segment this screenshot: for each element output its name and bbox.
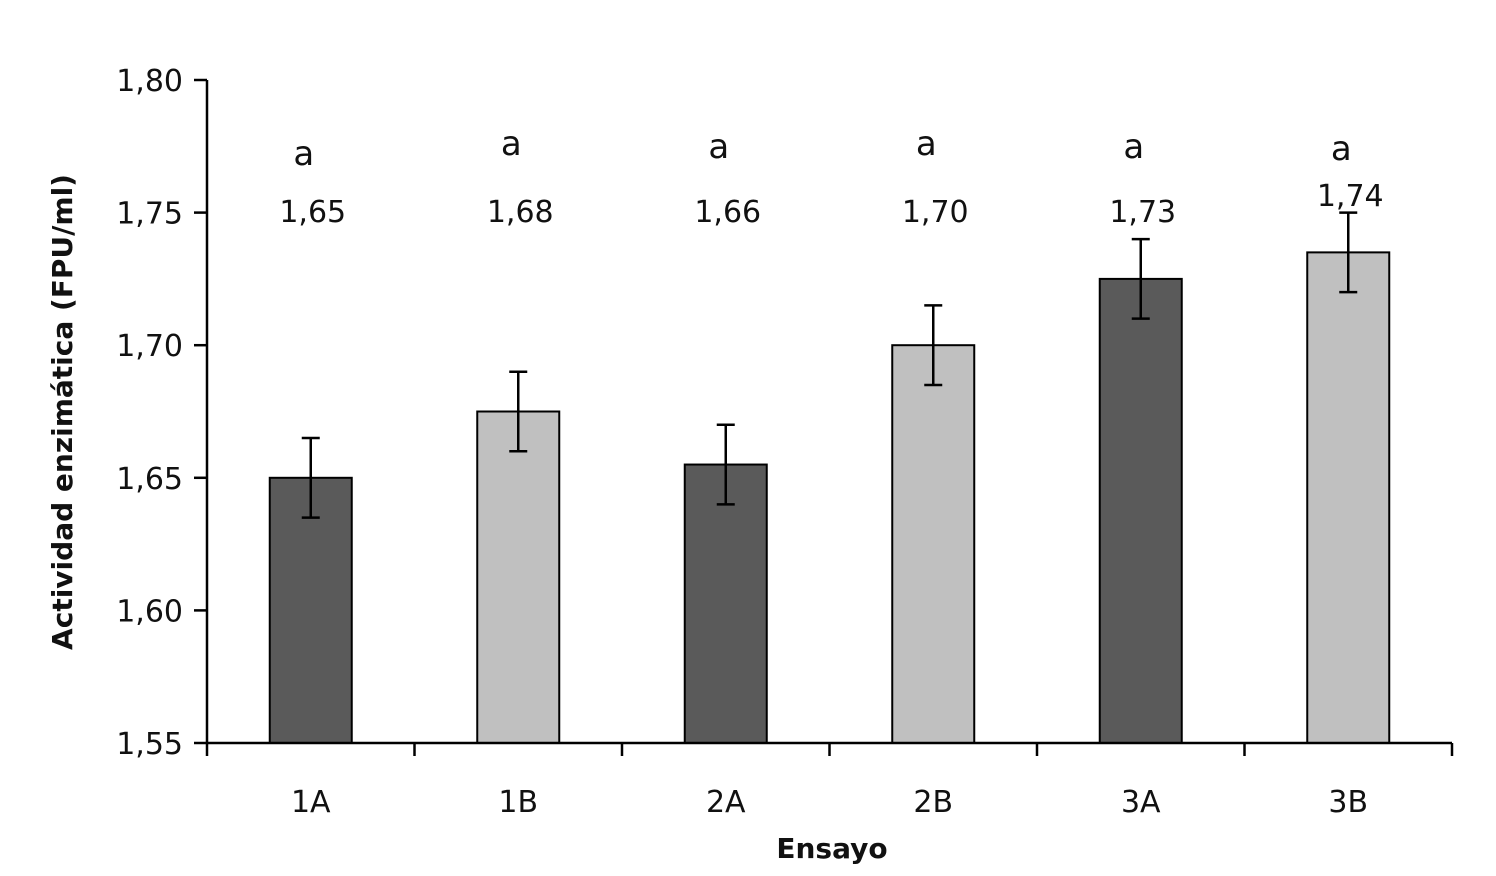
value-label-1A: 1,65 xyxy=(279,195,346,230)
y-tick-label-3: 1,70 xyxy=(116,329,183,364)
bar-2B xyxy=(891,344,976,744)
x-tick-label-1A: 1A xyxy=(291,785,331,820)
significance-label-2A: a xyxy=(708,127,729,167)
value-label-2A: 1,66 xyxy=(694,195,761,230)
significance-label-3A: a xyxy=(1123,127,1144,167)
bar-3A xyxy=(1098,277,1183,744)
x-tick-label-2B: 2B xyxy=(913,785,953,820)
y-tick-label-1: 1,60 xyxy=(116,594,183,629)
bar-2A xyxy=(683,463,768,744)
y-tick-label-5: 1,80 xyxy=(116,64,183,99)
x-tick-label-2A: 2A xyxy=(706,785,746,820)
y-tick-label-2: 1,65 xyxy=(116,462,183,497)
bar-3B xyxy=(1306,251,1391,744)
value-labels-group: 1,65 1,68 1,66 1,70 1,73 1,74 xyxy=(279,179,1383,230)
y-tick-label-4: 1,75 xyxy=(116,197,183,232)
bar-1A xyxy=(268,476,353,744)
value-label-2B: 1,70 xyxy=(902,195,969,230)
y-tick-label-0: 1,55 xyxy=(116,727,183,762)
significance-label-3B: a xyxy=(1331,129,1352,169)
y-axis: 1,55 1,60 1,65 1,70 1,75 1,80 xyxy=(116,64,209,762)
significance-label-2B: a xyxy=(916,124,937,164)
x-axis: 1A 1B 2A 2B 3A 3B xyxy=(205,741,1454,820)
value-label-3A: 1,73 xyxy=(1109,195,1176,230)
x-tick-label-3A: 3A xyxy=(1121,785,1161,820)
bars-group xyxy=(268,251,1391,744)
x-tick-label-1B: 1B xyxy=(498,785,538,820)
x-axis-title: Ensayo xyxy=(776,832,887,865)
significance-label-1B: a xyxy=(501,124,522,164)
bar-1B xyxy=(476,410,561,744)
value-label-3B: 1,74 xyxy=(1317,179,1384,214)
value-label-1B: 1,68 xyxy=(487,195,554,230)
x-tick-label-3B: 3B xyxy=(1328,785,1368,820)
error-bars-group xyxy=(301,211,1358,519)
y-axis-title: Actividad enzimática (FPU/ml) xyxy=(46,174,79,650)
significance-label-1A: a xyxy=(293,134,314,174)
